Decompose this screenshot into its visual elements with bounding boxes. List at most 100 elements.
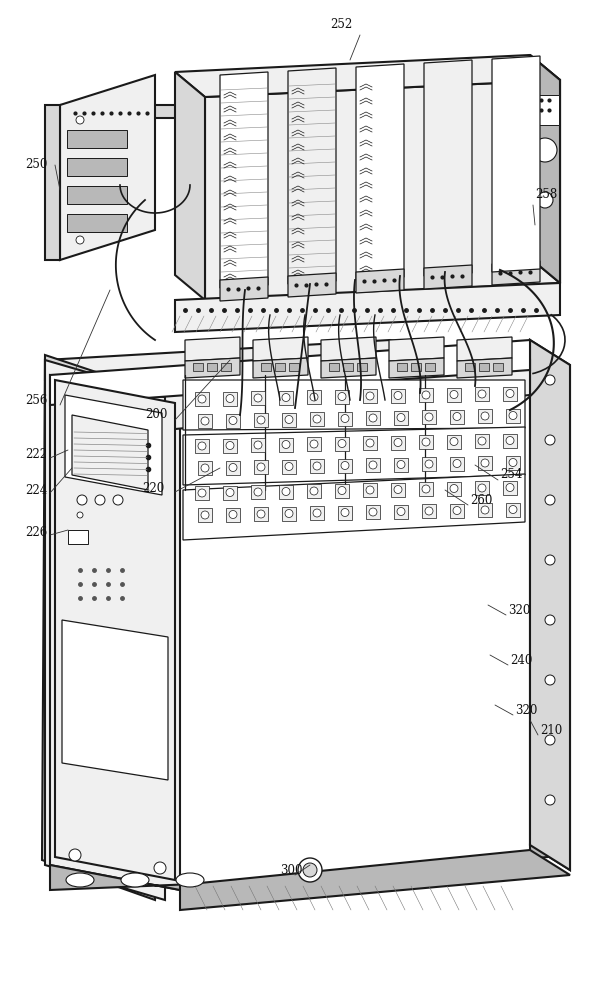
Polygon shape [60, 105, 555, 118]
Polygon shape [205, 80, 560, 300]
Circle shape [394, 438, 402, 446]
Text: 226: 226 [25, 526, 47, 538]
Bar [68, 530, 88, 544]
Bar [310, 506, 324, 520]
Bar [279, 438, 293, 452]
Bar [475, 434, 489, 448]
Bar [279, 390, 293, 404]
Bar [338, 458, 352, 473]
Circle shape [285, 510, 293, 518]
Bar [475, 387, 489, 401]
Bar [279, 485, 293, 498]
Bar [503, 434, 517, 448]
Bar [338, 506, 352, 520]
Circle shape [310, 487, 318, 495]
Bar [67, 158, 127, 176]
Ellipse shape [121, 873, 149, 887]
Circle shape [478, 484, 486, 492]
Circle shape [77, 495, 87, 505]
Bar [198, 414, 212, 428]
Polygon shape [492, 261, 540, 285]
Circle shape [341, 414, 349, 422]
Circle shape [422, 485, 430, 493]
Polygon shape [253, 358, 308, 378]
Bar [447, 434, 461, 448]
Bar [503, 386, 517, 400]
Circle shape [366, 439, 374, 447]
Text: 258: 258 [535, 188, 557, 202]
Bar [195, 486, 209, 500]
Circle shape [285, 416, 293, 424]
Text: 240: 240 [510, 654, 532, 666]
Bar [394, 504, 408, 518]
Bar [289, 363, 299, 371]
Circle shape [338, 392, 346, 400]
Circle shape [229, 464, 237, 472]
Circle shape [282, 488, 290, 495]
Bar [307, 484, 321, 498]
Bar [195, 392, 209, 406]
Polygon shape [530, 55, 560, 283]
Bar [394, 410, 408, 424]
Circle shape [453, 506, 461, 514]
Bar [226, 508, 240, 522]
Bar [363, 389, 377, 403]
Polygon shape [65, 395, 162, 495]
Polygon shape [175, 55, 560, 97]
Bar [275, 363, 285, 371]
Bar [391, 436, 405, 450]
Bar [335, 389, 349, 403]
Circle shape [453, 412, 461, 420]
Circle shape [226, 488, 234, 496]
Polygon shape [288, 273, 336, 297]
Ellipse shape [66, 873, 94, 887]
Bar [450, 410, 464, 424]
Text: 254: 254 [500, 468, 523, 482]
Circle shape [310, 440, 318, 448]
Circle shape [254, 441, 262, 449]
Circle shape [533, 138, 557, 162]
Circle shape [545, 435, 555, 445]
Polygon shape [356, 269, 404, 293]
Polygon shape [424, 265, 472, 289]
Circle shape [478, 437, 486, 445]
Bar [450, 504, 464, 518]
Bar [310, 459, 324, 473]
Polygon shape [45, 105, 60, 260]
Circle shape [282, 440, 290, 448]
Polygon shape [185, 358, 240, 378]
Circle shape [425, 507, 433, 515]
Bar [251, 391, 265, 405]
Bar [67, 214, 127, 232]
Bar [419, 435, 433, 449]
Circle shape [257, 463, 265, 471]
Bar [251, 485, 265, 499]
Circle shape [313, 509, 321, 517]
Text: 220: 220 [142, 482, 164, 494]
Bar [254, 507, 268, 521]
Bar [391, 388, 405, 402]
Circle shape [545, 735, 555, 745]
Polygon shape [185, 337, 240, 361]
Bar [223, 438, 237, 452]
Circle shape [369, 461, 377, 469]
Circle shape [394, 486, 402, 493]
Circle shape [341, 508, 349, 516]
Polygon shape [457, 337, 512, 361]
Text: 224: 224 [25, 484, 47, 496]
Bar [335, 484, 349, 497]
Bar [207, 363, 217, 371]
Bar [193, 363, 203, 371]
Bar [478, 456, 492, 470]
Circle shape [453, 460, 461, 468]
Bar [506, 502, 520, 516]
Polygon shape [220, 72, 268, 288]
Circle shape [366, 392, 374, 400]
Text: 210: 210 [540, 724, 562, 736]
Bar [366, 411, 380, 425]
Bar [307, 390, 321, 404]
Bar [465, 363, 475, 371]
Circle shape [506, 436, 514, 444]
Bar [223, 391, 237, 406]
Circle shape [545, 795, 555, 805]
